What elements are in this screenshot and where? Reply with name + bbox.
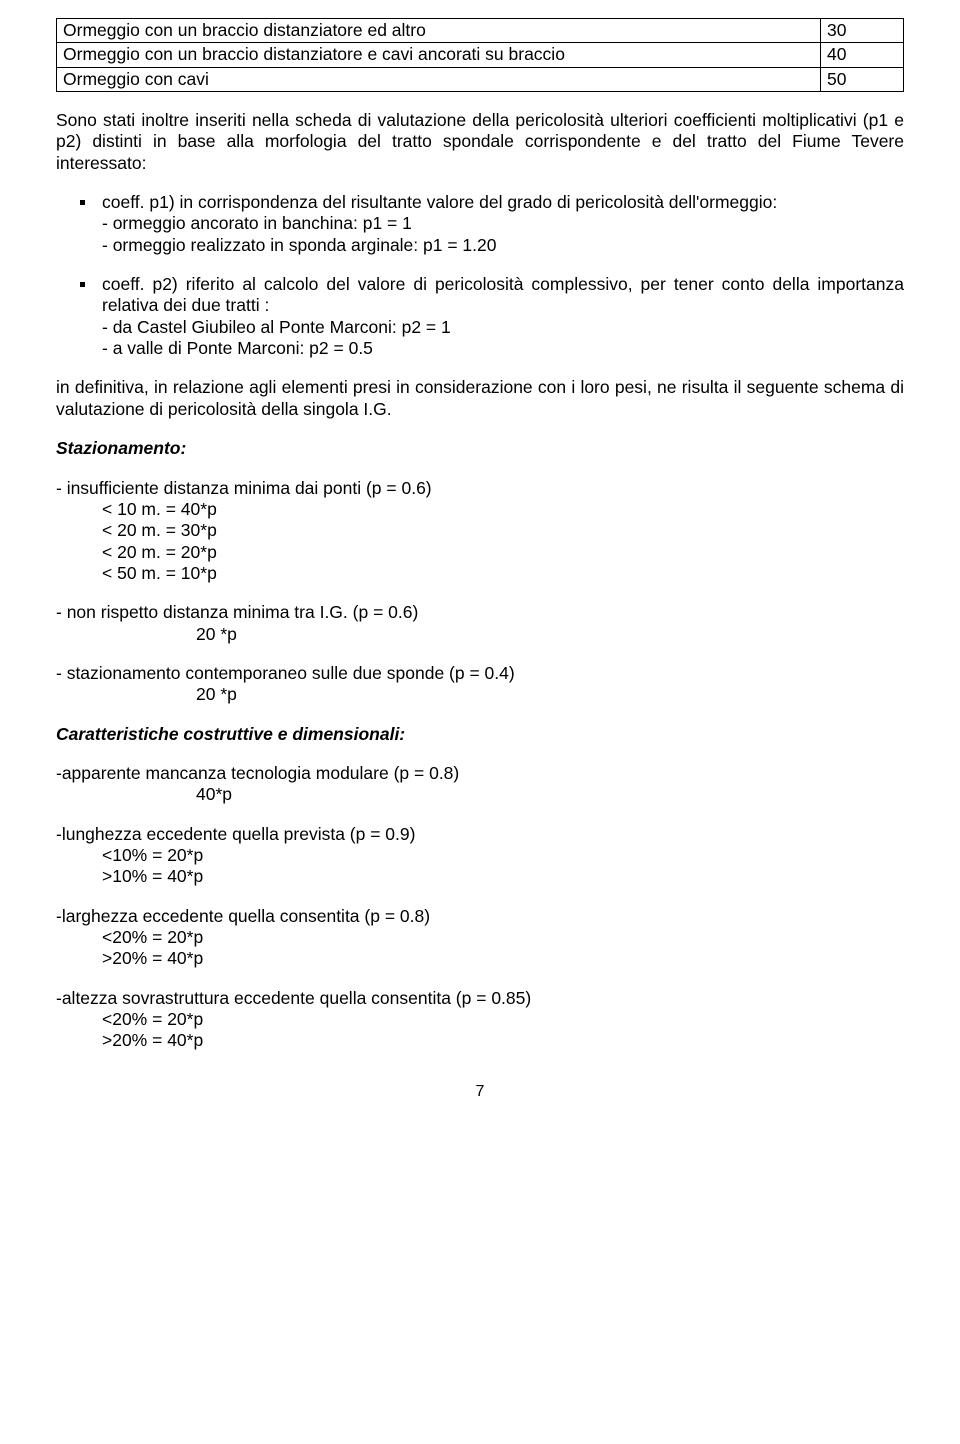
- table-row: Ormeggio con cavi50: [57, 67, 904, 91]
- criteria-block: - insufficiente distanza minima dai pont…: [56, 478, 904, 585]
- coeff-item: coeff. p1) in corrispondenza del risulta…: [56, 192, 904, 256]
- coeff-item: coeff. p2) riferito al calcolo del valor…: [56, 274, 904, 359]
- criteria-line: - non rispetto distanza minima tra I.G. …: [56, 602, 904, 623]
- coeff-list: coeff. p1) in corrispondenza del risulta…: [56, 192, 904, 359]
- criteria-value-row: >10% = 40*p: [56, 866, 904, 887]
- criteria-block: -altezza sovrastruttura eccedente quella…: [56, 988, 904, 1052]
- criteria-value-row: 20 *p: [56, 624, 904, 645]
- conclusion-paragraph: in definitiva, in relazione agli element…: [56, 377, 904, 420]
- stazionamento-heading: Stazionamento:: [56, 438, 904, 459]
- intro-paragraph: Sono stati inoltre inseriti nella scheda…: [56, 110, 904, 174]
- criteria-value-row: < 10 m. = 40*p: [56, 499, 904, 520]
- coeff-subline: - da Castel Giubileo al Ponte Marconi: p…: [102, 317, 904, 338]
- caratteristiche-heading: Caratteristiche costruttive e dimensiona…: [56, 724, 904, 745]
- criteria-block: -larghezza eccedente quella consentita (…: [56, 906, 904, 970]
- criteria-line: -apparente mancanza tecnologia modulare …: [56, 763, 904, 784]
- table-cell-label: Ormeggio con un braccio distanziatore e …: [57, 43, 821, 67]
- page-number: 7: [56, 1082, 904, 1102]
- criteria-value-row: < 20 m. = 20*p: [56, 542, 904, 563]
- criteria-block: -lunghezza eccedente quella prevista (p …: [56, 824, 904, 888]
- criteria-block: - non rispetto distanza minima tra I.G. …: [56, 602, 904, 645]
- coeff-subline: - ormeggio ancorato in banchina: p1 = 1: [102, 213, 904, 234]
- criteria-block: - stazionamento contemporaneo sulle due …: [56, 663, 904, 706]
- criteria-line: -altezza sovrastruttura eccedente quella…: [56, 988, 904, 1009]
- criteria-value-row: 40*p: [56, 784, 904, 805]
- criteria-value-row: <20% = 20*p: [56, 927, 904, 948]
- criteria-block: -apparente mancanza tecnologia modulare …: [56, 763, 904, 806]
- table-cell-label: Ormeggio con cavi: [57, 67, 821, 91]
- ormeggio-table: Ormeggio con un braccio distanziatore ed…: [56, 18, 904, 92]
- table-row: Ormeggio con un braccio distanziatore e …: [57, 43, 904, 67]
- table-cell-label: Ormeggio con un braccio distanziatore ed…: [57, 19, 821, 43]
- coeff-subline: - ormeggio realizzato in sponda arginale…: [102, 235, 904, 256]
- table-row: Ormeggio con un braccio distanziatore ed…: [57, 19, 904, 43]
- criteria-line: -larghezza eccedente quella consentita (…: [56, 906, 904, 927]
- coeff-subline: - a valle di Ponte Marconi: p2 = 0.5: [102, 338, 904, 359]
- criteria-line: -lunghezza eccedente quella prevista (p …: [56, 824, 904, 845]
- criteria-value-row: < 20 m. = 30*p: [56, 520, 904, 541]
- criteria-line: - insufficiente distanza minima dai pont…: [56, 478, 904, 499]
- criteria-line: - stazionamento contemporaneo sulle due …: [56, 663, 904, 684]
- stazionamento-items: - insufficiente distanza minima dai pont…: [56, 478, 904, 706]
- criteria-value-row: < 50 m. = 10*p: [56, 563, 904, 584]
- criteria-value-row: <20% = 20*p: [56, 1009, 904, 1030]
- table-cell-value: 30: [821, 19, 904, 43]
- coeff-lead: coeff. p1) in corrispondenza del risulta…: [102, 192, 777, 212]
- table-cell-value: 40: [821, 43, 904, 67]
- caratteristiche-items: -apparente mancanza tecnologia modulare …: [56, 763, 904, 1052]
- criteria-value-row: <10% = 20*p: [56, 845, 904, 866]
- criteria-value-row: 20 *p: [56, 684, 904, 705]
- criteria-value-row: >20% = 40*p: [56, 948, 904, 969]
- criteria-value-row: >20% = 40*p: [56, 1030, 904, 1051]
- coeff-lead: coeff. p2) riferito al calcolo del valor…: [102, 274, 904, 315]
- table-cell-value: 50: [821, 67, 904, 91]
